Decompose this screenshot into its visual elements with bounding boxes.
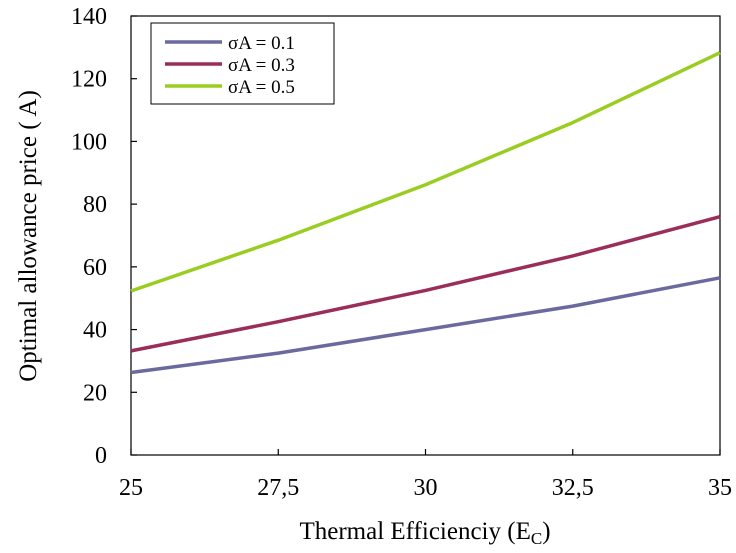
series-line-1 xyxy=(130,276,721,375)
legend-label-2: σA = 0.3 xyxy=(228,55,295,76)
series-line-3 xyxy=(130,51,721,293)
x-tick-label: 35 xyxy=(708,475,732,501)
x-axis-label-main: Thermal Efficienciy (E xyxy=(299,518,530,545)
series-line-2 xyxy=(130,215,721,353)
y-tick-label: 140 xyxy=(71,4,107,30)
x-axis-label-suffix: ) xyxy=(542,518,550,545)
y-tick-label: 20 xyxy=(83,380,107,406)
y-tick-label: 100 xyxy=(71,129,107,155)
y-tick-label: 40 xyxy=(83,318,107,344)
x-axis-label-subscript: C xyxy=(531,529,542,548)
y-tick-label: 120 xyxy=(71,67,107,93)
y-tick-label: 0 xyxy=(95,443,107,469)
legend: σA = 0.1σA = 0.3σA = 0.5 xyxy=(150,22,335,105)
x-axis: 25 27,5 30 32,5 35 xyxy=(119,449,732,501)
series-lines xyxy=(130,51,721,375)
y-tick-label: 80 xyxy=(83,192,107,218)
legend-label-3: σA = 0.5 xyxy=(228,77,295,98)
y-axis-label: Optimal allowance price ( A) xyxy=(15,90,42,382)
legend-label-1: σA = 0.1 xyxy=(228,33,295,54)
x-tick-label: 32,5 xyxy=(552,475,594,501)
x-tick-label: 30 xyxy=(414,475,438,501)
y-tick-label: 60 xyxy=(83,255,107,281)
x-tick-label: 25 xyxy=(119,475,143,501)
x-axis-label: Thermal Efficienciy (EC) xyxy=(299,518,550,548)
x-tick-label: 27,5 xyxy=(257,475,299,501)
y-axis: 0 20 40 60 80 100 120 140 xyxy=(71,4,137,469)
